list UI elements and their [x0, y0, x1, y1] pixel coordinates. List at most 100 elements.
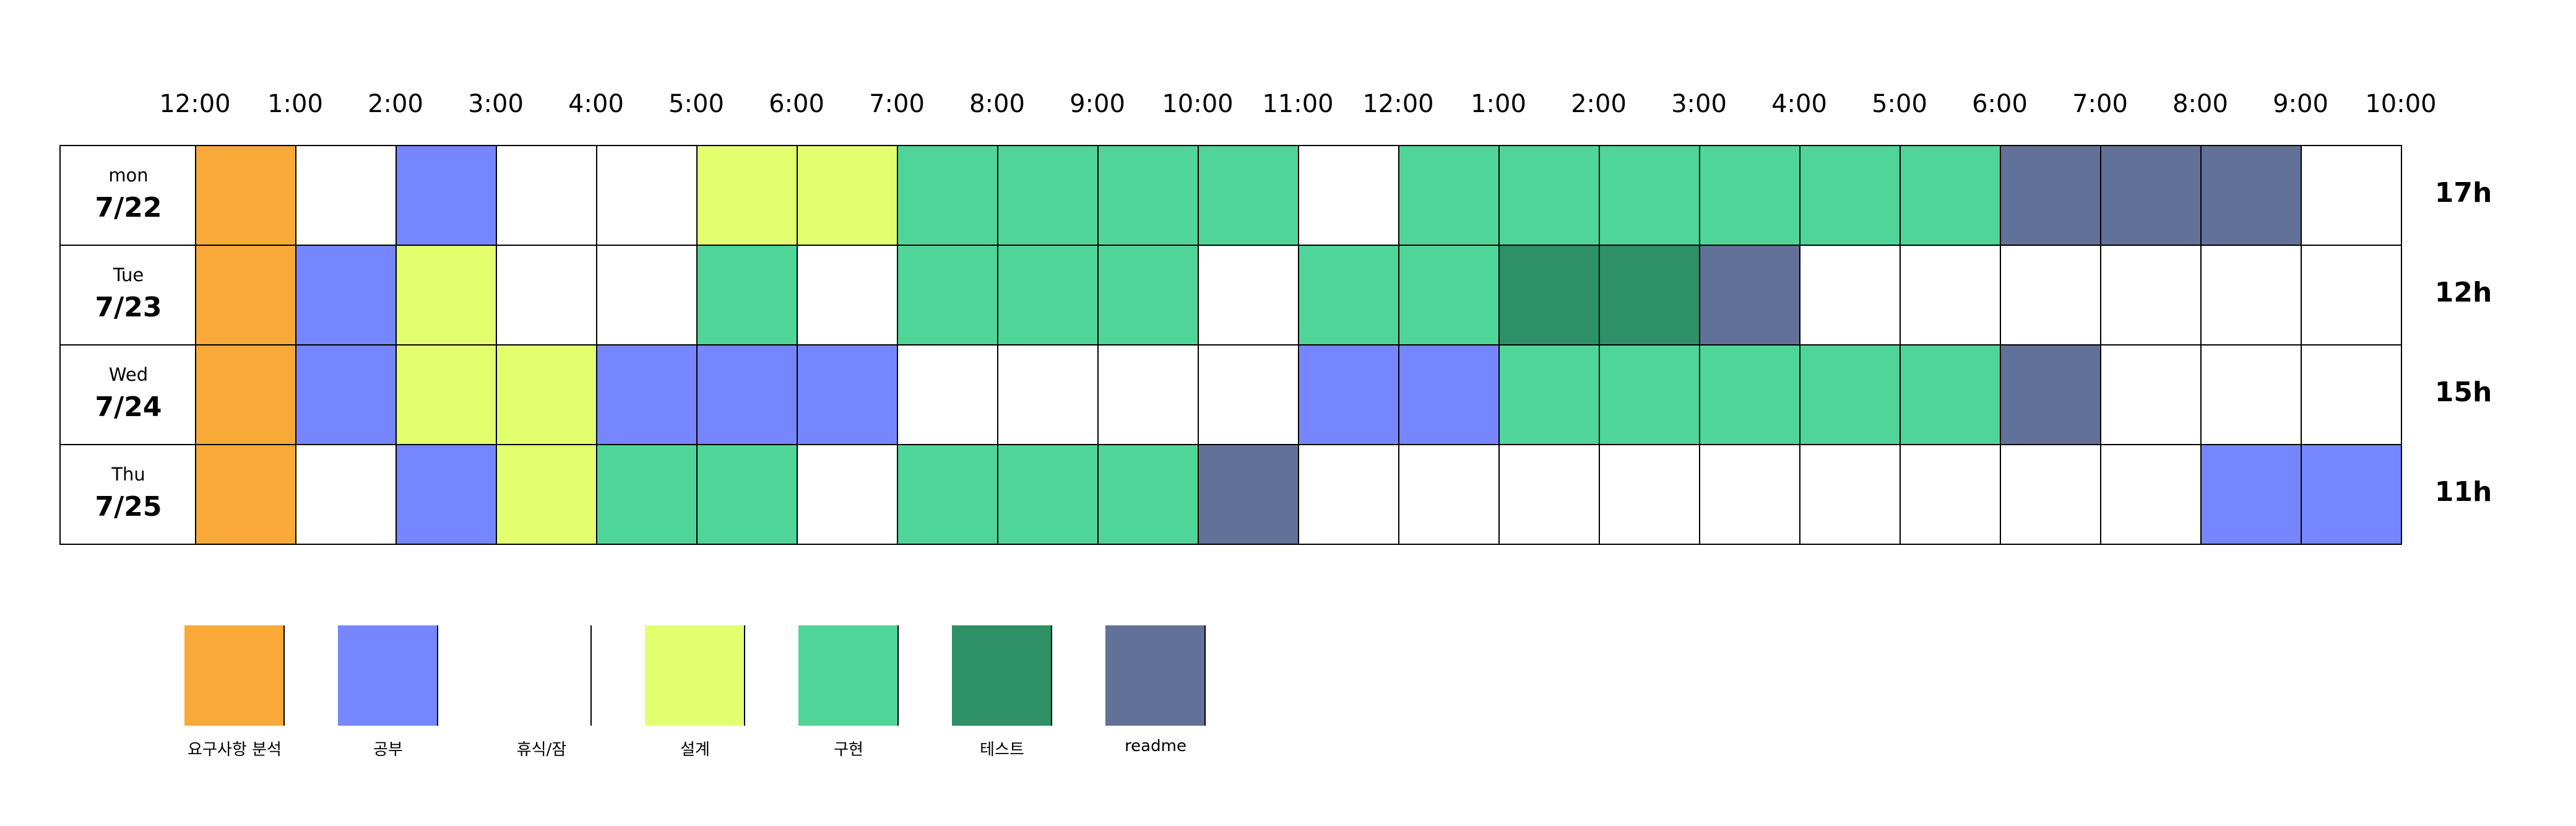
time-slot: [797, 145, 897, 245]
day-cell: Wed 7/24: [59, 344, 195, 444]
time-slot: [2100, 145, 2200, 245]
grid-bottom-border: [59, 544, 2401, 545]
time-slot: [2000, 344, 2100, 444]
time-slot: [696, 344, 797, 444]
time-label: 1:00: [267, 90, 323, 118]
time-slot: [1097, 145, 1198, 245]
time-slot: [2000, 444, 2100, 544]
day-name: Tue: [113, 264, 144, 285]
legend-label: 요구사항 분석: [188, 741, 282, 759]
time-slot: [496, 145, 596, 245]
day-cell: mon 7/22: [59, 145, 195, 245]
time-slot: [1398, 444, 1498, 544]
legend-label: 테스트: [980, 741, 1024, 759]
time-slot: [2100, 444, 2200, 544]
time-slot: [1498, 245, 1599, 344]
day-row: mon 7/22: [59, 145, 2401, 245]
time-slot: [1799, 145, 1900, 245]
legend-swatch: [798, 625, 899, 726]
time-label: 11:00: [1262, 90, 1334, 118]
time-slot: [1599, 245, 1699, 344]
legend-label: 설계: [680, 741, 710, 759]
time-label: 2:00: [368, 90, 423, 118]
time-slot: [2100, 344, 2200, 444]
time-slot: [1900, 444, 2000, 544]
time-slot: [797, 344, 897, 444]
time-slot: [395, 145, 496, 245]
time-label: 6:00: [769, 90, 824, 118]
time-slot: [2301, 444, 2401, 544]
time-slot: [997, 344, 1097, 444]
time-label: 2:00: [1571, 90, 1627, 118]
time-slot: [1799, 444, 1900, 544]
day-total: 12h: [2434, 277, 2492, 308]
time-slot: [195, 245, 295, 344]
time-label: 5:00: [1872, 90, 1927, 118]
time-slot: [1198, 245, 1298, 344]
time-slot: [496, 444, 596, 544]
time-slot: [1398, 344, 1498, 444]
day-cell: Tue 7/23: [59, 245, 195, 344]
legend-label: 공부: [373, 741, 403, 759]
day-date: 7/22: [95, 192, 162, 224]
time-slot: [797, 245, 897, 344]
time-slot: [2200, 344, 2301, 444]
time-slot: [596, 245, 696, 344]
time-slot: [295, 145, 395, 245]
time-slot: [1298, 245, 1398, 344]
time-label: 4:00: [568, 90, 624, 118]
time-label: 3:00: [1671, 90, 1727, 118]
time-slot: [1498, 444, 1599, 544]
legend-swatch: [952, 625, 1052, 726]
time-slot: [295, 344, 395, 444]
time-slot: [596, 344, 696, 444]
time-slot: [195, 145, 295, 245]
day-cell: Thu 7/25: [59, 444, 195, 544]
time-label: 6:00: [1972, 90, 2028, 118]
time-label: 4:00: [1771, 90, 1827, 118]
time-slot: [496, 344, 596, 444]
legend-swatch: [1105, 625, 1206, 726]
time-slot: [295, 245, 395, 344]
time-slot: [1498, 344, 1599, 444]
time-slot: [1699, 444, 1799, 544]
day-total: 15h: [2434, 376, 2492, 408]
time-slot: [2301, 344, 2401, 444]
time-slot: [897, 245, 997, 344]
time-slot: [1699, 145, 1799, 245]
day-name: mon: [108, 165, 149, 186]
time-label: 10:00: [2365, 90, 2437, 118]
time-label: 8:00: [969, 90, 1025, 118]
day-date: 7/23: [95, 292, 162, 323]
time-slot: [1599, 344, 1699, 444]
time-slot: [395, 344, 496, 444]
legend-label: 구현: [834, 741, 863, 759]
time-slot: [496, 245, 596, 344]
legend-swatch: [338, 625, 438, 726]
day-date: 7/24: [95, 391, 162, 423]
day-total: 17h: [2434, 177, 2492, 209]
time-label: 10:00: [1162, 90, 1234, 118]
day-date: 7/25: [95, 491, 162, 523]
time-slot: [596, 444, 696, 544]
legend-swatch: [491, 625, 592, 726]
time-slot: [395, 245, 496, 344]
day-row: Wed 7/24: [59, 344, 2401, 444]
time-slot: [1599, 444, 1699, 544]
day-total: 11h: [2434, 476, 2492, 508]
time-slot: [2000, 145, 2100, 245]
time-label: 9:00: [2273, 90, 2328, 118]
time-slot: [997, 444, 1097, 544]
time-slot: [2200, 245, 2301, 344]
time-slot: [696, 145, 797, 245]
time-label: 9:00: [1070, 90, 1125, 118]
legend-label: readme: [1125, 737, 1186, 755]
day-name: Wed: [108, 364, 149, 385]
time-slot: [897, 444, 997, 544]
time-slot: [1699, 245, 1799, 344]
time-label: 1:00: [1471, 90, 1526, 118]
time-label: 5:00: [668, 90, 724, 118]
time-slot: [1298, 145, 1398, 245]
time-slot: [1298, 444, 1398, 544]
legend-label: 휴식/잠: [516, 741, 567, 759]
